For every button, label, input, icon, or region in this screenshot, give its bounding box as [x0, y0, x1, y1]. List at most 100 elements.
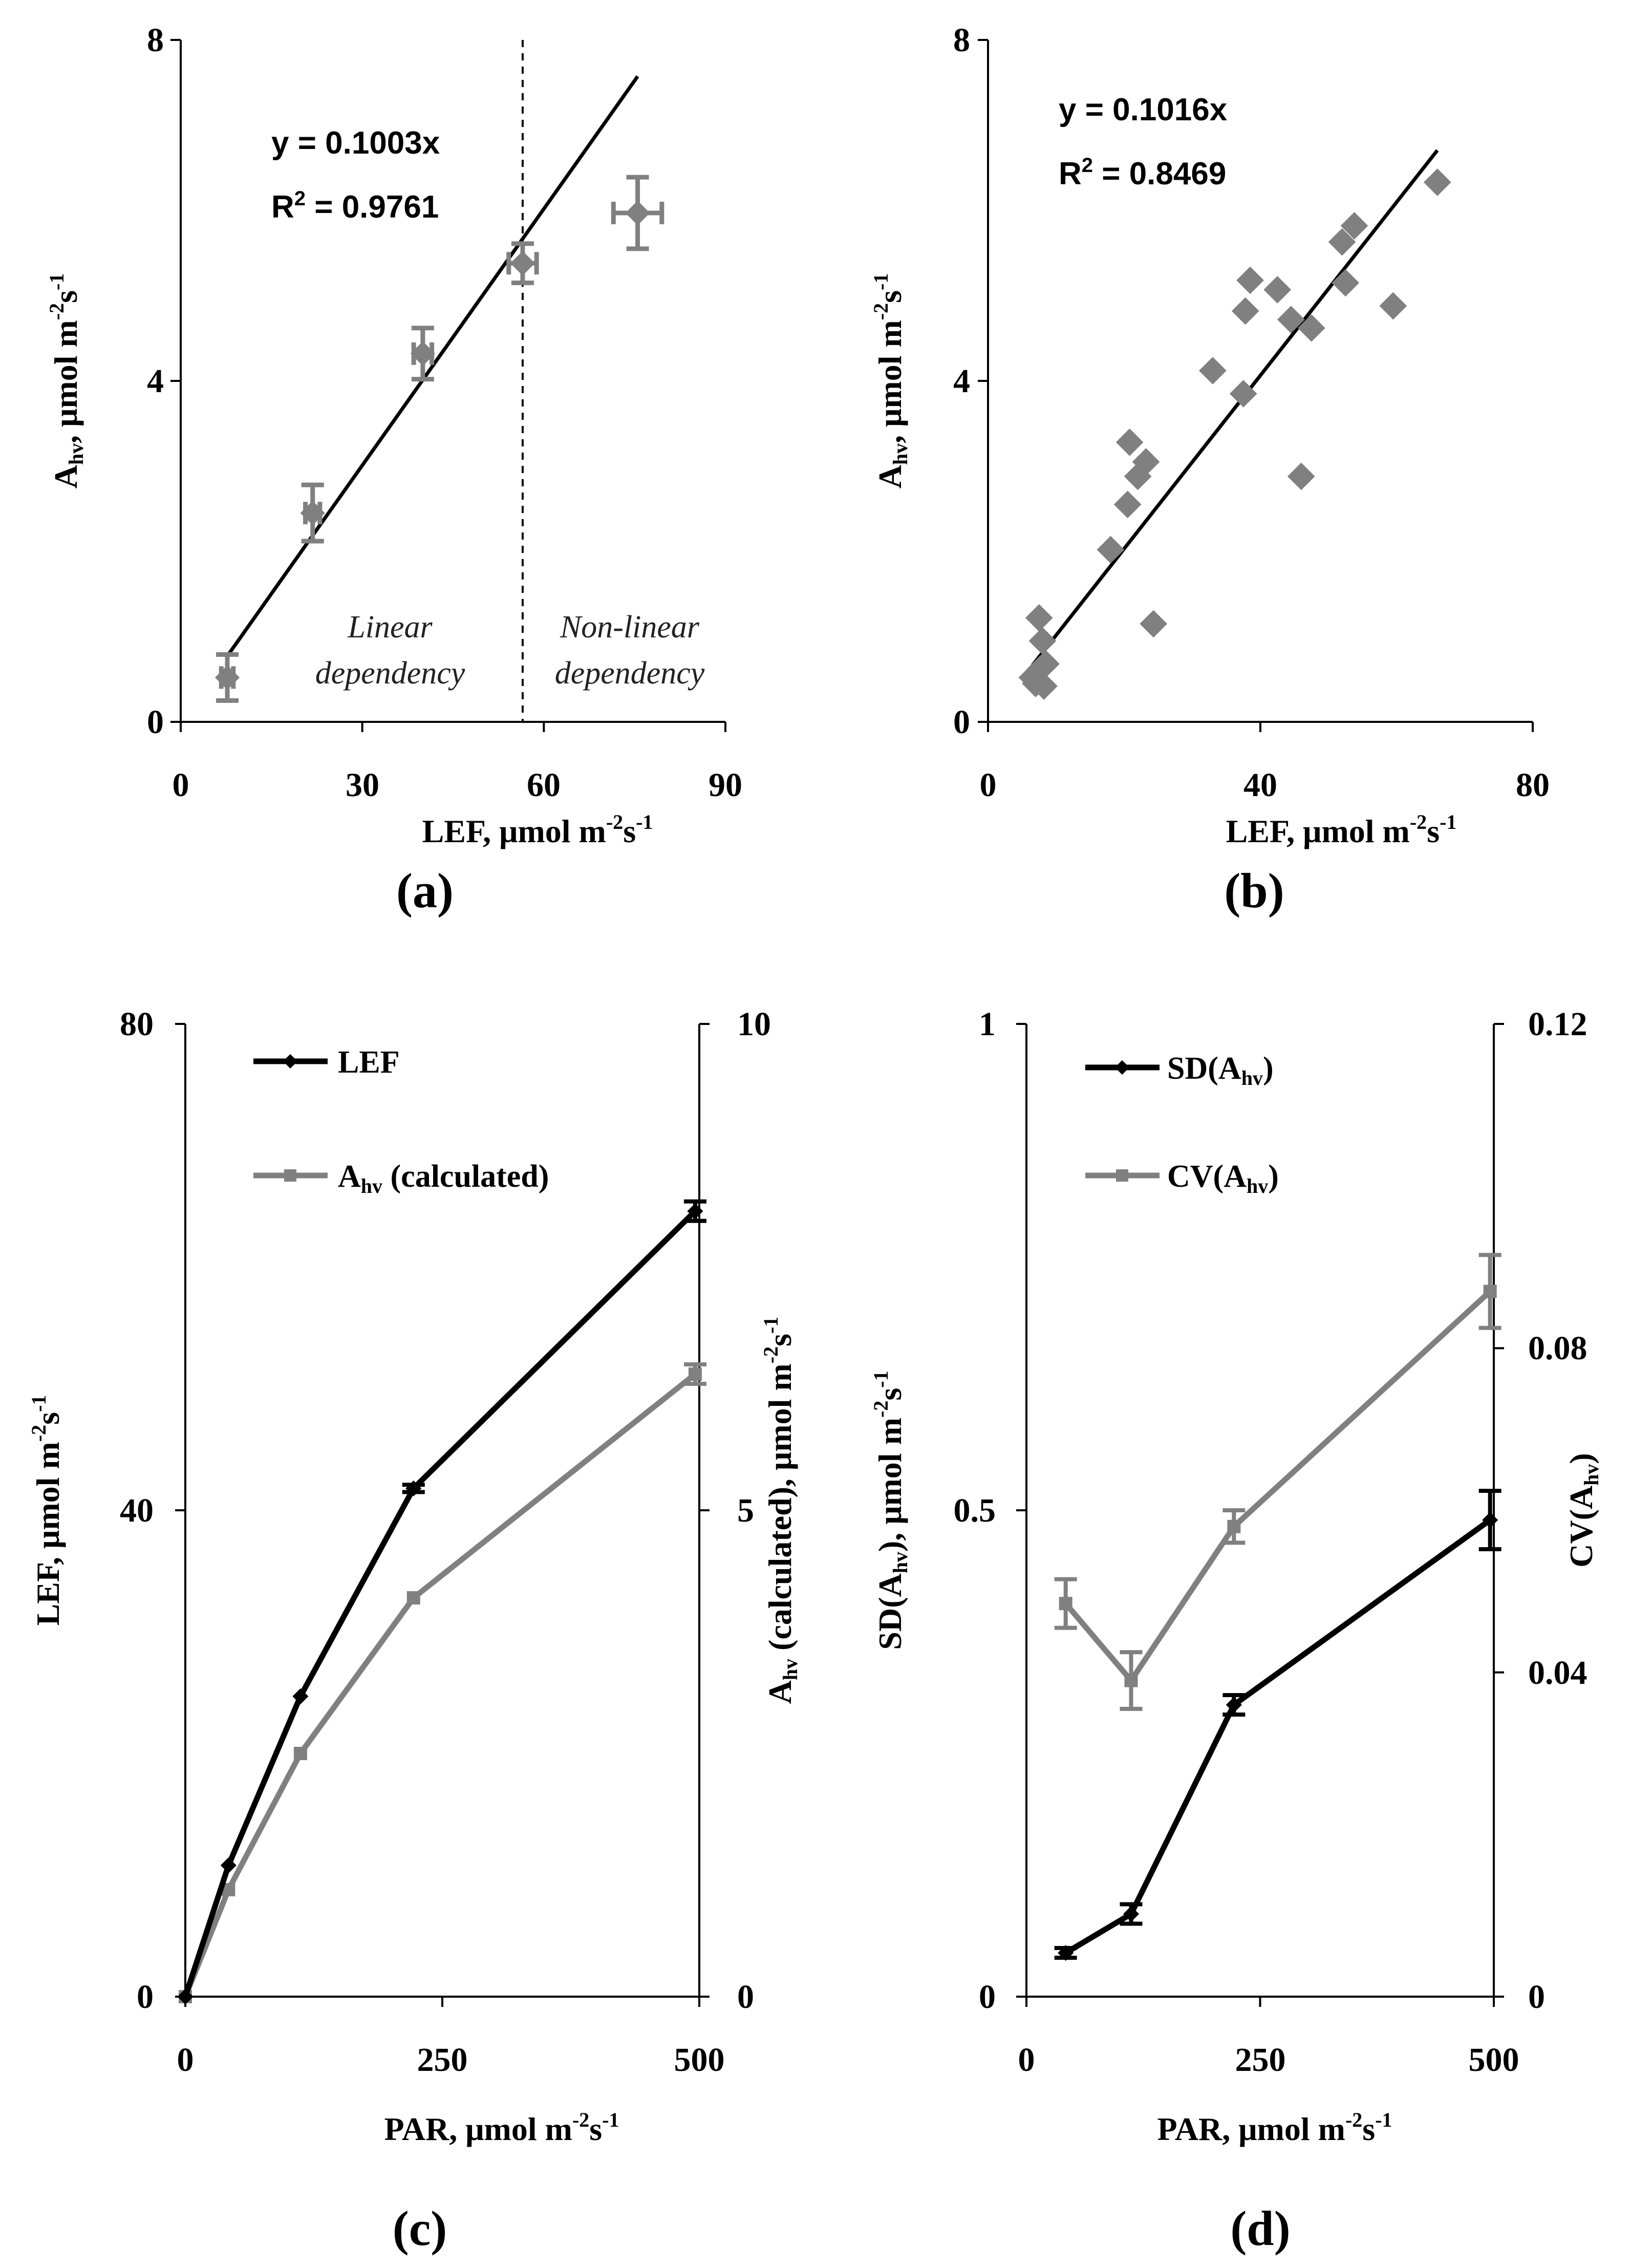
c-y-axis-right-label: Ahv (calculated), μmol m-2s-1: [759, 1317, 802, 1704]
d-xtick-250: 250: [1235, 2041, 1286, 2079]
d-ytick-right-004: 0.04: [1528, 1654, 1587, 1692]
d-marker: [1059, 1597, 1072, 1611]
b-point-15: [1231, 297, 1259, 325]
a-point-marker: [300, 501, 325, 526]
a-point-marker: [410, 341, 435, 366]
a-xtick-90: 90: [709, 766, 742, 804]
c-x-axis-label: PAR, μmol m-2s-1: [384, 2108, 619, 2147]
c-legend-label-lef: LEF: [338, 1045, 400, 1080]
d-series-line-0: [1064, 1517, 1492, 1956]
a-nonlinear-label-2: dependency: [555, 656, 705, 691]
b-xtick-40: 40: [1243, 766, 1277, 804]
a-xtick-0: 0: [173, 766, 189, 804]
a-point-marker: [214, 665, 240, 690]
a-ytick-0: 0: [147, 703, 164, 741]
c-marker: [406, 1591, 420, 1604]
d-marker: [1226, 1697, 1242, 1713]
a-linear-label-2: dependency: [315, 656, 465, 691]
d-legend-label-sd: SD(Ahv): [1167, 1051, 1274, 1089]
b-xtick-0: 0: [980, 766, 997, 804]
b-fit-line: [1031, 149, 1439, 667]
d-marker: [1482, 1512, 1498, 1528]
b-point-8: [1113, 490, 1142, 519]
a-panel-label: (a): [396, 863, 454, 918]
a-nonlinear-label-1: Non-linear: [560, 610, 700, 645]
d-marker: [1124, 1674, 1138, 1687]
d-series-0: [1054, 1489, 1501, 1961]
c-ytick-left-80: 80: [120, 1005, 154, 1043]
b-point-4: [1028, 627, 1057, 655]
a-point-0: [214, 652, 240, 703]
panel-b: 0 4 8 0 40 80 LEF, μmol m-2s-1 Ahv, μmol…: [869, 22, 1550, 918]
b-point-24: [1379, 292, 1407, 320]
d-marker: [1227, 1520, 1241, 1533]
c-y-axis-left-label: LEF, μmol m-2s-1: [27, 1395, 66, 1626]
a-equation: y = 0.1003x: [271, 125, 440, 161]
b-point-16: [1236, 266, 1264, 294]
b-point-12: [1140, 610, 1168, 638]
b-ytick-8: 8: [953, 22, 970, 59]
c-marker: [688, 1367, 702, 1381]
c-series-line-1: [182, 1372, 697, 1998]
c-marker: [220, 1857, 237, 1874]
a-point-2: [410, 326, 435, 382]
d-ytick-left-05: 0.5: [954, 1492, 996, 1529]
a-tick-marks: [170, 39, 726, 732]
b-point-9: [1115, 429, 1144, 456]
c-marker: [293, 1747, 307, 1760]
d-ytick-left-1: 1: [979, 1005, 996, 1043]
d-legend-label-cv: CV(Ahv): [1167, 1159, 1279, 1197]
d-tick-marks: [1016, 1023, 1504, 2007]
b-point-25: [1423, 168, 1451, 196]
b-tick-marks: [978, 39, 1534, 732]
a-point-1: [300, 482, 325, 544]
d-ytick-left-0: 0: [979, 1978, 996, 2016]
a-xtick-30: 30: [346, 766, 379, 804]
a-point-marker: [625, 200, 650, 226]
c-marker: [405, 1480, 422, 1496]
b-ytick-4: 4: [953, 362, 970, 400]
d-series-group: [1054, 1253, 1501, 1961]
d-legend: SD(Ahv) CV(Ahv): [1085, 1051, 1279, 1197]
c-ytick-right-0: 0: [737, 1978, 754, 2016]
d-xtick-500: 500: [1469, 2041, 1519, 2079]
a-y-axis-label: Ahv, μmol m-2s-1: [45, 273, 88, 489]
b-point-2: [1025, 604, 1053, 632]
panel-a: 0 4 8 0 30 60 90 LEF, μmol m-2s-1 Ahv, μ…: [45, 22, 742, 918]
d-series-1: [1054, 1253, 1501, 1711]
a-xtick-60: 60: [527, 766, 561, 804]
c-series-0: [177, 1199, 706, 2005]
d-x-axis-label: PAR, μmol m-2s-1: [1157, 2108, 1392, 2147]
c-xtick-0: 0: [177, 2041, 194, 2079]
b-x-axis-label: LEF, μmol m-2s-1: [1226, 810, 1457, 849]
a-ytick-8: 8: [147, 22, 164, 59]
d-y-axis-right-label: CV(Ahv): [1563, 1453, 1603, 1568]
d-marker: [1058, 1944, 1074, 1961]
c-marker: [687, 1203, 703, 1219]
b-point-19: [1287, 462, 1315, 490]
d-marker: [1483, 1285, 1497, 1298]
b-point-13: [1199, 357, 1227, 384]
d-ytick-right-012: 0.12: [1528, 1005, 1587, 1043]
b-data-points: [1018, 168, 1451, 700]
a-linear-label-1: Linear: [347, 610, 433, 645]
a-fit-line: [224, 75, 639, 659]
c-xtick-500: 500: [674, 2041, 725, 2079]
b-xtick-80: 80: [1516, 766, 1550, 804]
b-point-22: [1332, 269, 1360, 297]
b-ytick-0: 0: [953, 703, 970, 741]
a-point-marker: [510, 251, 535, 276]
d-legend-marker-cv: [1116, 1169, 1128, 1182]
c-ytick-left-0: 0: [137, 1978, 154, 2016]
c-marker: [292, 1688, 309, 1704]
b-point-5: [1030, 672, 1058, 700]
c-marker: [177, 1988, 194, 2005]
a-x-axis-label: LEF, μmol m-2s-1: [422, 810, 653, 849]
b-r-squared: R2 = 0.8469: [1059, 154, 1226, 191]
d-panel-label: (d): [1230, 2201, 1290, 2256]
panel-c: 0 40 80 0 5 10 0 250 500 PAR, μmol m-2s-…: [27, 1005, 802, 2256]
b-point-17: [1263, 275, 1292, 304]
c-legend-marker-ahv: [284, 1169, 296, 1182]
d-marker: [1123, 1906, 1140, 1922]
